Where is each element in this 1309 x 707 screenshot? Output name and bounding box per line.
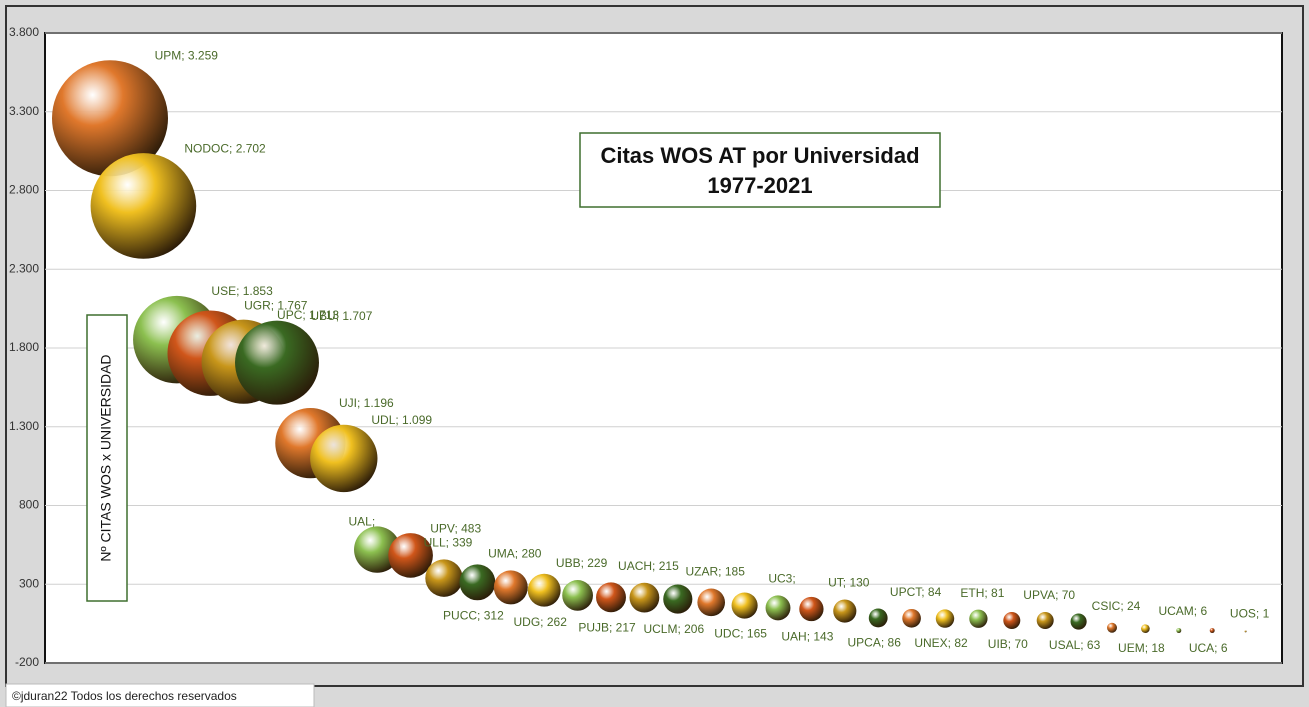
bubble: [562, 580, 593, 611]
data-label: UDL; 1.099: [371, 413, 432, 427]
data-label: UNEX; 82: [914, 636, 968, 650]
y-tick-label: 2.800: [9, 183, 39, 197]
y-tick-label: -200: [15, 655, 39, 669]
bubble: [459, 564, 496, 601]
bubble: [765, 595, 791, 621]
bubble: [235, 320, 319, 405]
data-label: UGR; 1.767: [244, 299, 308, 313]
data-label: UPCA; 86: [848, 636, 902, 650]
data-label: ETH; 81: [960, 586, 1004, 600]
bubble: [52, 60, 168, 177]
y-tick-label: 800: [19, 498, 39, 512]
data-label: UBB; 229: [556, 556, 608, 570]
data-label: UDC; 165: [714, 627, 767, 641]
bubble: [935, 609, 955, 628]
data-label: UIB; 70: [988, 637, 1028, 651]
data-label: UBU; 1.707: [310, 309, 372, 323]
data-label: UEM; 18: [1118, 641, 1165, 655]
bubble: [629, 582, 660, 613]
y-tick-label: 3.800: [9, 25, 39, 39]
data-label: UCA; 6: [1189, 641, 1228, 655]
data-label: UPV; 483: [430, 521, 481, 535]
data-label: UZAR; 185: [686, 565, 746, 579]
data-label: UPVA; 70: [1023, 588, 1075, 602]
bubble: [388, 533, 433, 578]
data-label: UMA; 280: [488, 547, 542, 561]
data-label: USAL; 63: [1049, 638, 1101, 652]
bubble: [1209, 628, 1215, 634]
y-label-box: [86, 314, 128, 602]
bubble: [310, 424, 378, 493]
data-label: UT; 130: [828, 576, 870, 590]
bubble: [663, 584, 693, 614]
bubble: [596, 582, 626, 613]
bubble: [868, 608, 888, 628]
chart-title: Citas WOS AT por Universidad: [600, 143, 919, 168]
bubble: [1176, 628, 1182, 634]
data-label: NODOC; 2.702: [184, 141, 266, 155]
bubble: [833, 599, 857, 623]
bubble: [1070, 613, 1087, 630]
bubble: [493, 570, 528, 605]
y-tick-label: 2.300: [9, 261, 39, 275]
data-label: UACH; 215: [618, 559, 679, 573]
data-label: UC3;: [768, 572, 795, 586]
data-label: UOS; 1: [1230, 606, 1270, 620]
bubble: [969, 609, 988, 628]
bubble: [799, 596, 824, 622]
data-label: UPM; 3.259: [155, 48, 219, 62]
bubble: [354, 526, 401, 573]
bubble: [902, 608, 921, 628]
title-box: [579, 132, 941, 208]
data-label: UPC; 1.713: [277, 308, 339, 322]
data-label: UCAM; 6: [1158, 604, 1207, 618]
footer-box: [5, 683, 315, 707]
data-label: UAL;: [349, 515, 376, 529]
data-label: USE; 1.853: [211, 284, 273, 298]
bubble: [527, 573, 561, 607]
y-tick-label: 300: [19, 576, 39, 590]
bubble: [731, 592, 758, 619]
data-label: UPCT; 84: [890, 585, 942, 599]
data-label: CSIC; 24: [1092, 599, 1141, 613]
footer: ©jduran22 Todos los derechos reservados: [12, 689, 237, 703]
data-label: UDG; 262: [514, 615, 568, 629]
data-label: UAH; 143: [781, 629, 833, 643]
bubble: [1036, 611, 1054, 629]
bubble: [90, 153, 197, 259]
bubble: [697, 588, 726, 617]
data-label: UJI; 1.196: [339, 396, 394, 410]
y-axis-label: Nº CITAS WOS x UNIVERSIDAD: [98, 354, 114, 561]
data-label: PUJB; 217: [578, 620, 636, 634]
bubble: [1141, 624, 1150, 633]
bubble: [1244, 630, 1247, 633]
y-tick-label: 1.300: [9, 419, 39, 433]
y-tick-label: 1.800: [9, 340, 39, 354]
data-label: ULL; 339: [424, 536, 473, 550]
data-label: PUCC; 312: [443, 608, 504, 622]
bubble: [1107, 622, 1117, 633]
bubble: [425, 559, 463, 597]
chart-subtitle: 1977-2021: [707, 173, 812, 198]
y-tick-label: 3.300: [9, 104, 39, 118]
data-label: UCLM; 206: [643, 622, 704, 636]
bubble: [1003, 611, 1021, 629]
